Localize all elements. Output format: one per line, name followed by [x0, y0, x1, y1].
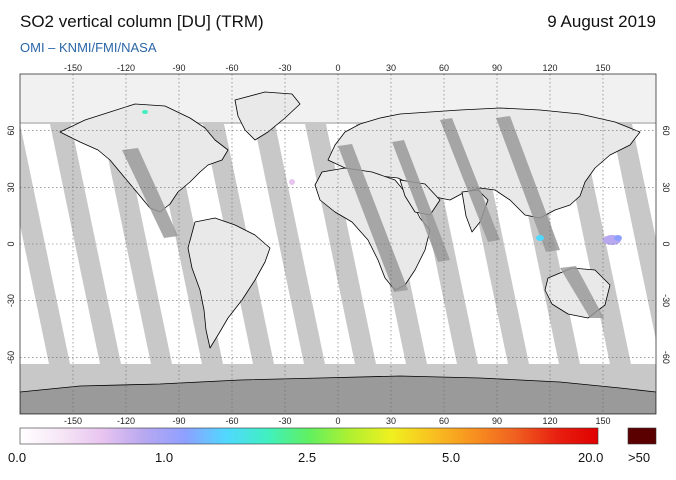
- lon-tick-label: 90: [492, 416, 502, 426]
- lon-tick-label: 30: [386, 63, 396, 73]
- colorbar-label-2: 2.5: [298, 450, 317, 465]
- greenland: [234, 91, 301, 141]
- lon-tick-label: -120: [117, 416, 135, 426]
- lon-tick-label: -150: [64, 416, 82, 426]
- lon-tick-label: 30: [386, 416, 396, 426]
- land-shading: [122, 116, 604, 318]
- orbit-swath: [632, 124, 656, 240]
- lon-tick-label: 60: [439, 63, 449, 73]
- lat-tick-label: 0: [661, 241, 671, 246]
- lat-axis-right: 60 30 0 -30 -60: [661, 126, 671, 364]
- lon-axis-top: -150 -120 -90 -60 -30 0 30 60 90 120 150: [64, 63, 611, 73]
- lat-tick-label: 60: [6, 126, 16, 136]
- so2-hotspot-png-core: [614, 235, 622, 241]
- orbit-swath: [71, 124, 151, 364]
- lon-tick-label: -150: [64, 63, 82, 73]
- lat-tick-label: -30: [661, 294, 671, 307]
- lon-tick-label: -30: [278, 416, 291, 426]
- lon-tick-label: 0: [335, 63, 340, 73]
- map-title: SO2 vertical column [DU] (TRM): [20, 12, 264, 31]
- map-frame: [19, 73, 657, 415]
- lat-tick-label: -30: [6, 294, 16, 307]
- lon-tick-label: 60: [439, 416, 449, 426]
- lat-axis-left: 60 30 0 -30 -60: [6, 126, 16, 364]
- north-america: [59, 103, 229, 213]
- colorbar-label-4: 20.0: [578, 450, 604, 465]
- so2-hotspot-indonesia: [536, 235, 544, 241]
- orbit-swath: [581, 124, 656, 364]
- colorbar-label-0: 0.0: [8, 450, 27, 465]
- lon-tick-label: -30: [278, 63, 291, 73]
- so2-hotspot-alaska: [142, 110, 148, 114]
- map-date: 9 August 2019: [547, 12, 656, 31]
- lon-tick-label: 120: [542, 63, 557, 73]
- lon-tick-label: 90: [492, 63, 502, 73]
- lon-tick-label: -120: [117, 63, 135, 73]
- lat-tick-label: -60: [6, 351, 16, 364]
- colorbar-overflow-swatch: [627, 427, 657, 445]
- orbit-swath: [275, 124, 355, 364]
- lon-axis-bottom: -150 -120 -90 -60 -30 0 30 60 90 120 150: [64, 416, 611, 426]
- colorbar-overflow-label: >50: [628, 450, 651, 465]
- so2-hotspot-atlantic: [289, 179, 295, 185]
- colorbar-label-3: 5.0: [442, 450, 461, 465]
- colorbar: [19, 427, 599, 445]
- lon-tick-label: 0: [335, 416, 340, 426]
- lon-tick-label: -90: [172, 63, 185, 73]
- lat-tick-label: 60: [661, 126, 671, 136]
- lat-tick-label: 0: [6, 241, 16, 246]
- lon-tick-label: 150: [595, 63, 610, 73]
- lon-tick-label: -60: [225, 63, 238, 73]
- data-credit: OMI – KNMI/FMI/NASA: [20, 40, 157, 55]
- lat-tick-label: -60: [661, 351, 671, 364]
- south-america: [187, 217, 271, 349]
- lat-tick-label: 30: [661, 182, 671, 192]
- lon-tick-label: -60: [225, 416, 238, 426]
- lat-tick-label: 30: [6, 182, 16, 192]
- lon-tick-label: -90: [172, 416, 185, 426]
- orbit-swath: [20, 224, 49, 364]
- graticule: [20, 74, 656, 414]
- lon-tick-label: 150: [595, 416, 610, 426]
- colorbar-label-1: 1.0: [155, 450, 174, 465]
- so2-hotspots: [142, 110, 622, 245]
- lon-tick-label: 120: [542, 416, 557, 426]
